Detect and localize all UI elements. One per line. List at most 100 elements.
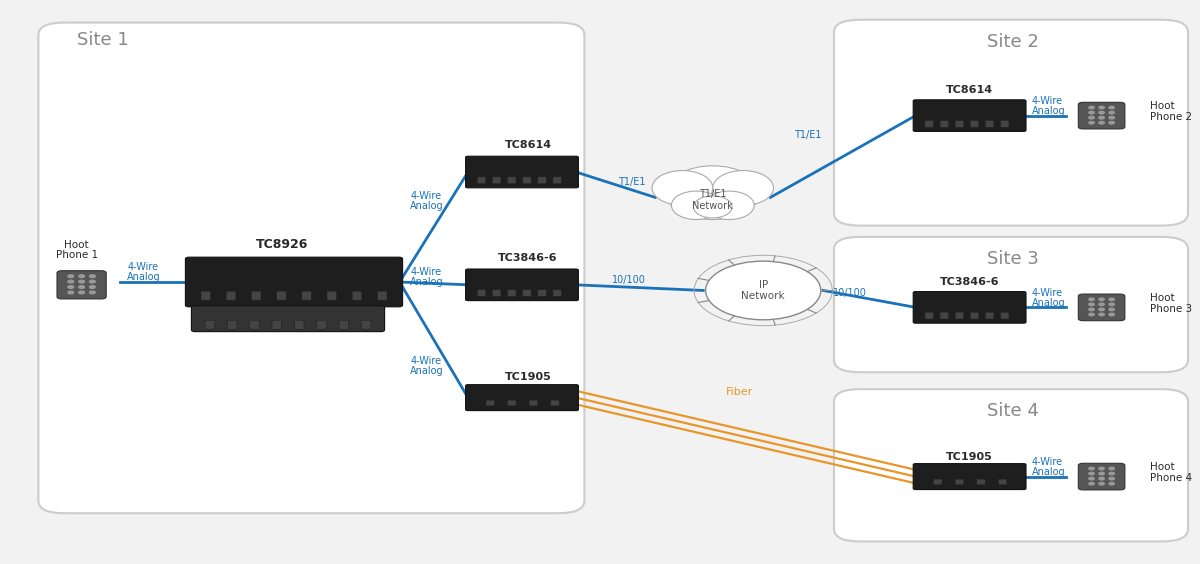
- Text: IP
Network: IP Network: [742, 280, 785, 301]
- Ellipse shape: [713, 170, 774, 205]
- Text: Hoot: Hoot: [1150, 462, 1175, 472]
- Text: Hoot: Hoot: [1150, 293, 1175, 303]
- Text: Phone 3: Phone 3: [1150, 304, 1192, 314]
- Circle shape: [79, 286, 84, 288]
- FancyBboxPatch shape: [553, 290, 562, 297]
- Circle shape: [1088, 298, 1094, 301]
- FancyBboxPatch shape: [200, 291, 211, 300]
- FancyBboxPatch shape: [955, 312, 964, 319]
- FancyBboxPatch shape: [834, 389, 1188, 541]
- FancyBboxPatch shape: [834, 20, 1188, 226]
- Text: TC8926: TC8926: [256, 238, 308, 251]
- FancyBboxPatch shape: [971, 312, 979, 319]
- FancyBboxPatch shape: [925, 121, 934, 127]
- Circle shape: [90, 275, 95, 277]
- FancyBboxPatch shape: [250, 320, 259, 329]
- Text: Analog: Analog: [1032, 107, 1066, 117]
- Circle shape: [1099, 106, 1104, 109]
- Text: Analog: Analog: [127, 272, 161, 282]
- Text: Analog: Analog: [410, 277, 444, 288]
- Circle shape: [1099, 303, 1104, 306]
- Circle shape: [1099, 467, 1104, 470]
- Circle shape: [1099, 111, 1104, 114]
- FancyBboxPatch shape: [1001, 312, 1009, 319]
- Circle shape: [1109, 116, 1115, 119]
- Ellipse shape: [671, 191, 721, 219]
- Text: 4-Wire: 4-Wire: [127, 262, 158, 272]
- FancyBboxPatch shape: [326, 291, 336, 300]
- Text: 10/100: 10/100: [612, 275, 646, 285]
- FancyBboxPatch shape: [353, 291, 362, 300]
- Text: 4-Wire: 4-Wire: [410, 191, 442, 201]
- Ellipse shape: [694, 196, 732, 218]
- FancyBboxPatch shape: [538, 177, 546, 184]
- Text: Hoot: Hoot: [65, 240, 89, 250]
- Text: Phone 1: Phone 1: [55, 250, 98, 260]
- FancyBboxPatch shape: [955, 121, 964, 127]
- Circle shape: [1088, 116, 1094, 119]
- Text: Site 1: Site 1: [77, 31, 128, 49]
- Circle shape: [1099, 298, 1104, 301]
- FancyBboxPatch shape: [1079, 102, 1124, 129]
- FancyBboxPatch shape: [523, 290, 532, 297]
- Circle shape: [1109, 472, 1115, 475]
- FancyBboxPatch shape: [486, 400, 494, 406]
- FancyBboxPatch shape: [251, 291, 260, 300]
- FancyBboxPatch shape: [940, 312, 948, 319]
- Text: TC3846-6: TC3846-6: [498, 253, 558, 263]
- Circle shape: [79, 291, 84, 294]
- Circle shape: [1099, 116, 1104, 119]
- Text: 4-Wire: 4-Wire: [1032, 457, 1063, 468]
- FancyBboxPatch shape: [338, 320, 348, 329]
- Text: TC3846-6: TC3846-6: [940, 277, 1000, 287]
- Text: Site 3: Site 3: [986, 250, 1039, 268]
- Circle shape: [1109, 308, 1115, 311]
- FancyBboxPatch shape: [38, 23, 584, 513]
- Circle shape: [1109, 298, 1115, 301]
- FancyBboxPatch shape: [934, 479, 942, 484]
- Circle shape: [79, 280, 84, 283]
- FancyBboxPatch shape: [466, 156, 578, 188]
- FancyBboxPatch shape: [971, 121, 979, 127]
- Circle shape: [1109, 111, 1115, 114]
- Text: TC8614: TC8614: [504, 140, 552, 151]
- Text: Analog: Analog: [1032, 468, 1066, 478]
- Circle shape: [1099, 313, 1104, 316]
- FancyBboxPatch shape: [985, 312, 994, 319]
- Circle shape: [68, 286, 73, 288]
- Circle shape: [1109, 467, 1115, 470]
- Circle shape: [1109, 303, 1115, 306]
- Circle shape: [1109, 313, 1115, 316]
- FancyBboxPatch shape: [1079, 294, 1124, 321]
- Circle shape: [1099, 472, 1104, 475]
- Text: Analog: Analog: [410, 201, 444, 211]
- FancyBboxPatch shape: [977, 479, 985, 484]
- Text: 4-Wire: 4-Wire: [1032, 288, 1063, 298]
- Text: Site 2: Site 2: [986, 33, 1039, 51]
- Text: 4-Wire: 4-Wire: [410, 356, 442, 366]
- Text: TC1905: TC1905: [505, 372, 551, 382]
- Circle shape: [1109, 482, 1115, 485]
- Circle shape: [90, 280, 95, 283]
- Ellipse shape: [704, 191, 755, 219]
- FancyBboxPatch shape: [523, 177, 532, 184]
- Circle shape: [1099, 121, 1104, 124]
- Circle shape: [68, 275, 73, 277]
- Circle shape: [90, 286, 95, 288]
- Circle shape: [1088, 303, 1094, 306]
- FancyBboxPatch shape: [228, 320, 238, 329]
- Circle shape: [68, 291, 73, 294]
- Circle shape: [1099, 308, 1104, 311]
- FancyBboxPatch shape: [508, 177, 516, 184]
- FancyBboxPatch shape: [553, 177, 562, 184]
- Circle shape: [1109, 477, 1115, 480]
- Ellipse shape: [666, 166, 760, 219]
- Circle shape: [1099, 482, 1104, 485]
- FancyBboxPatch shape: [272, 320, 282, 329]
- FancyBboxPatch shape: [377, 291, 386, 300]
- FancyBboxPatch shape: [58, 271, 106, 299]
- FancyBboxPatch shape: [955, 479, 964, 484]
- Text: 4-Wire: 4-Wire: [1032, 96, 1063, 107]
- Circle shape: [1109, 106, 1115, 109]
- Text: Site 4: Site 4: [986, 402, 1039, 420]
